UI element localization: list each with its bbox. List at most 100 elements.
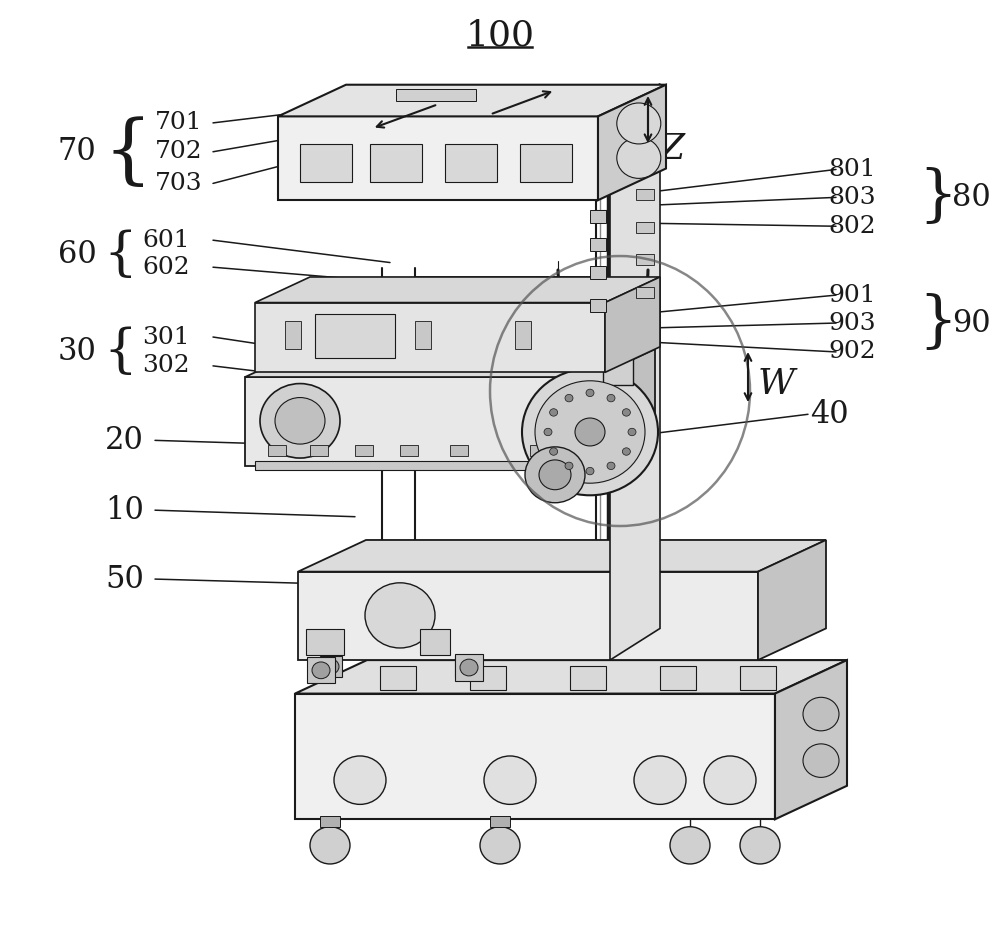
Bar	[603, 353, 633, 385]
Bar	[300, 144, 352, 182]
Text: }: }	[918, 293, 958, 353]
Text: 90: 90	[952, 307, 991, 339]
Bar	[515, 321, 531, 349]
Bar	[420, 629, 450, 655]
Circle shape	[480, 827, 520, 864]
Bar	[740, 666, 776, 690]
Circle shape	[607, 462, 615, 469]
Bar	[590, 182, 606, 196]
Bar	[268, 445, 286, 456]
Circle shape	[740, 827, 780, 864]
Bar	[370, 144, 422, 182]
Circle shape	[670, 827, 710, 864]
Circle shape	[458, 659, 474, 674]
Bar	[380, 666, 416, 690]
Circle shape	[575, 418, 605, 446]
Circle shape	[586, 467, 594, 475]
Text: 602: 602	[142, 256, 190, 278]
Bar	[315, 314, 395, 358]
Polygon shape	[595, 349, 655, 466]
Bar	[590, 266, 606, 279]
Circle shape	[310, 827, 350, 864]
Circle shape	[275, 398, 325, 444]
Circle shape	[622, 448, 630, 455]
Polygon shape	[245, 377, 595, 466]
Circle shape	[550, 448, 558, 455]
Circle shape	[544, 428, 552, 436]
Bar	[455, 654, 483, 681]
Text: 20: 20	[105, 425, 144, 456]
Bar	[636, 254, 654, 265]
Circle shape	[484, 756, 536, 804]
Bar	[636, 222, 654, 233]
Bar	[320, 816, 340, 827]
Text: 601: 601	[142, 229, 190, 251]
Polygon shape	[598, 85, 666, 200]
Bar	[450, 445, 468, 456]
Circle shape	[334, 756, 386, 804]
Circle shape	[539, 460, 571, 490]
Circle shape	[704, 756, 756, 804]
Circle shape	[622, 409, 630, 416]
Circle shape	[628, 428, 636, 436]
Text: 801: 801	[828, 158, 876, 181]
Polygon shape	[245, 349, 655, 377]
Circle shape	[460, 659, 478, 676]
Text: 901: 901	[828, 284, 876, 306]
Bar	[255, 461, 585, 470]
Text: 701: 701	[155, 112, 202, 134]
Bar	[586, 89, 648, 110]
Text: 80: 80	[952, 182, 991, 213]
Bar	[530, 445, 548, 456]
Text: 70: 70	[58, 136, 97, 168]
Circle shape	[550, 409, 558, 416]
Circle shape	[617, 103, 661, 144]
Polygon shape	[610, 84, 660, 660]
Circle shape	[565, 395, 573, 402]
Circle shape	[365, 583, 435, 648]
Polygon shape	[255, 277, 660, 303]
Polygon shape	[775, 660, 847, 819]
Circle shape	[803, 697, 839, 731]
Circle shape	[617, 138, 661, 179]
Bar	[415, 321, 431, 349]
Bar	[285, 321, 301, 349]
Polygon shape	[605, 277, 660, 372]
Text: 301: 301	[142, 326, 190, 348]
Text: 802: 802	[828, 215, 876, 237]
Circle shape	[586, 389, 594, 397]
Bar	[590, 299, 606, 312]
Bar	[470, 666, 506, 690]
Bar	[310, 445, 328, 456]
Bar	[590, 210, 606, 223]
Text: 302: 302	[142, 355, 190, 377]
Polygon shape	[758, 540, 826, 660]
Polygon shape	[295, 660, 847, 694]
Bar	[400, 445, 418, 456]
Circle shape	[634, 756, 686, 804]
Circle shape	[260, 384, 340, 458]
Polygon shape	[278, 85, 666, 116]
Polygon shape	[298, 572, 758, 660]
Text: {: {	[103, 327, 137, 377]
Circle shape	[803, 744, 839, 777]
Polygon shape	[278, 116, 598, 200]
Text: B: B	[563, 452, 585, 483]
Bar	[520, 144, 572, 182]
Text: 803: 803	[828, 186, 876, 209]
Text: Y: Y	[503, 104, 527, 138]
Text: 903: 903	[828, 312, 876, 334]
Bar	[636, 156, 654, 168]
Circle shape	[565, 462, 573, 469]
Bar	[636, 287, 654, 298]
Bar	[355, 445, 373, 456]
Bar	[445, 144, 497, 182]
Text: {: {	[104, 115, 152, 190]
Bar	[590, 238, 606, 251]
Circle shape	[312, 662, 330, 679]
Bar	[660, 666, 696, 690]
Text: 100: 100	[466, 19, 534, 52]
Bar	[320, 656, 342, 677]
Text: Z: Z	[660, 132, 685, 166]
Text: 40: 40	[810, 398, 849, 430]
